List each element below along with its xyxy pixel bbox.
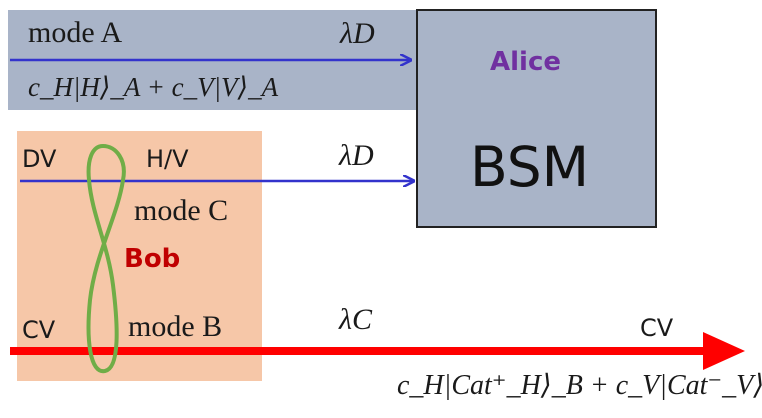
mode-b-arrowhead [703,332,745,370]
wavelength-bottom-label: λC [339,303,373,336]
cv-right-label: CV [640,314,674,342]
cat-state-label: c_H|Cat⁺_H⟩_B + c_V|Cat⁻_V⟩_B [397,370,762,401]
bob-label: Bob [124,244,181,274]
mode-a-text: mode A [28,16,123,49]
cv-left-label: CV [22,316,56,344]
wavelength-middle-label: λD [339,139,374,172]
bob-region [17,131,262,381]
entanglement-loop [86,143,126,374]
alice-label: Alice [490,47,561,77]
mode-b-label: mode B [128,310,223,343]
alice-state-label: c_H|H⟩_A + c_V|V⟩_A [28,72,279,102]
hv-label: H/V [146,145,189,173]
wavelength-top-label: λD [340,17,375,50]
dv-label: DV [22,145,57,173]
mode-a-label: mode A [28,18,122,48]
bsm-box [416,9,657,228]
bsm-label: BSM [470,135,590,199]
mode-c-label: mode C [134,194,229,227]
